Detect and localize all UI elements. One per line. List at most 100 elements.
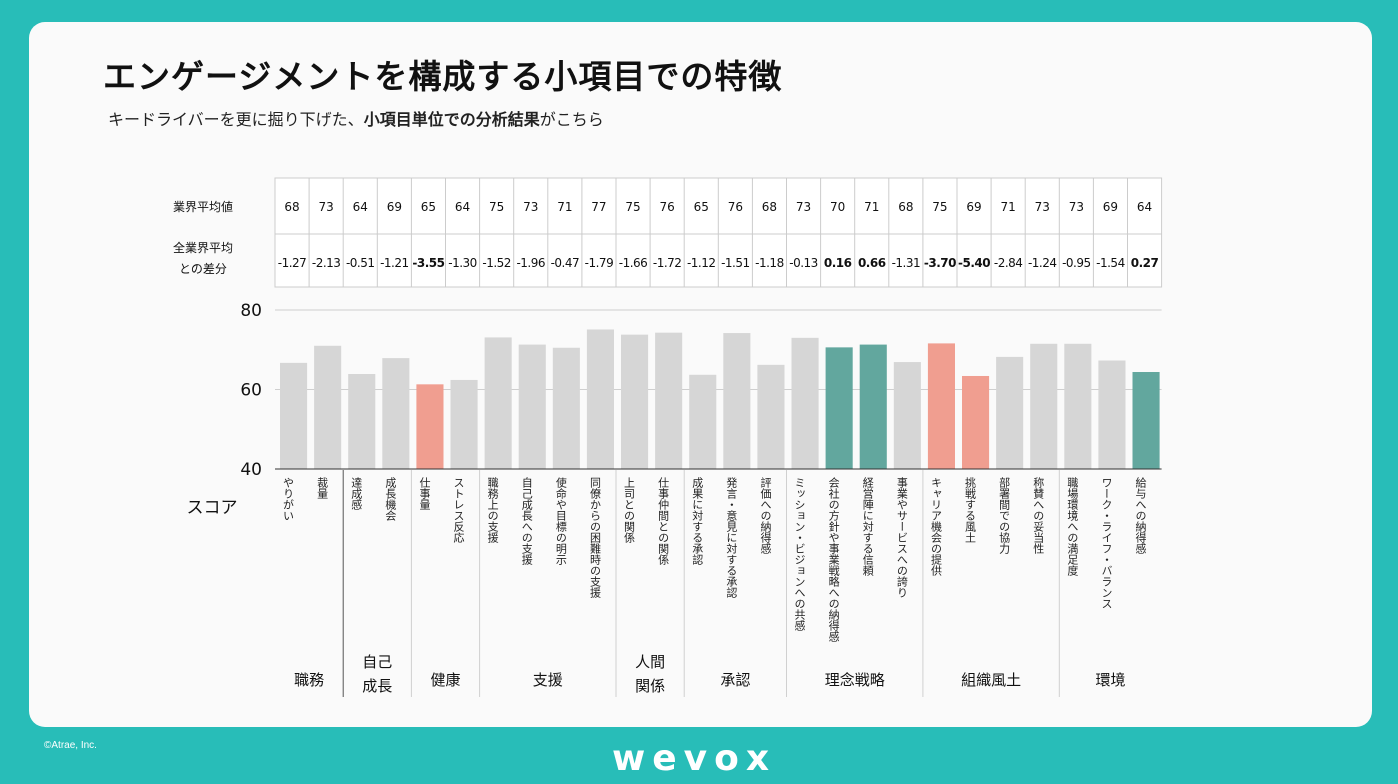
bar xyxy=(314,345,342,469)
industry-avg-value: 64 xyxy=(353,200,368,214)
industry-avg-value: 75 xyxy=(932,200,947,214)
industry-avg-value: 73 xyxy=(319,200,334,214)
diff-value: -1.30 xyxy=(448,256,477,270)
category-label: 自己成長への支援 xyxy=(520,477,533,566)
y-tick-label: 40 xyxy=(240,460,262,480)
diff-value: -1.72 xyxy=(653,256,682,270)
category-label: 発言・意見に対する承認 xyxy=(725,476,738,598)
industry-avg-value: 65 xyxy=(421,200,436,214)
industry-avg-value: 73 xyxy=(1069,200,1084,214)
category-label: 経営陣に対する信頼 xyxy=(861,477,874,577)
category-label: 仕事量 xyxy=(418,477,431,510)
category-label: キャリア機会の提供 xyxy=(929,477,942,576)
group-label: 成長 xyxy=(362,677,392,695)
diff-value: -1.54 xyxy=(1096,256,1125,270)
category-label: ワーク・ライフ・バランス xyxy=(1100,477,1113,609)
bar xyxy=(1030,343,1058,469)
group-label: 支援 xyxy=(533,671,563,689)
diff-value: -1.12 xyxy=(687,256,716,270)
diff-row-label-1: 全業界平均 xyxy=(173,240,233,255)
category-label: 給与への納得感 xyxy=(1134,476,1147,554)
industry-avg-value: 77 xyxy=(591,200,606,214)
category-label: ストレス反応 xyxy=(452,477,465,543)
industry-avg-value: 69 xyxy=(966,200,981,214)
industry-avg-value: 69 xyxy=(1103,200,1118,214)
diff-value: -1.96 xyxy=(516,256,545,270)
bar xyxy=(825,347,853,469)
bar xyxy=(791,337,819,469)
bar xyxy=(962,375,990,469)
industry-avg-value: 70 xyxy=(830,200,845,214)
bar xyxy=(621,334,649,469)
group-label: 承認 xyxy=(720,671,750,689)
group-label: 環境 xyxy=(1095,671,1125,689)
industry-avg-value: 64 xyxy=(455,200,470,214)
wevox-logo: wevox xyxy=(612,738,777,779)
bar xyxy=(450,379,478,469)
bar xyxy=(1098,360,1126,469)
bar xyxy=(927,343,955,469)
category-label: 使命や目標の明示 xyxy=(554,477,567,565)
diff-value: -0.47 xyxy=(551,256,580,270)
industry-avg-value: 71 xyxy=(864,200,879,214)
category-label: 成果に対する承認 xyxy=(691,477,704,565)
industry-avg-value: 71 xyxy=(557,200,572,214)
y-tick-label: 80 xyxy=(240,301,262,321)
diff-value: -1.79 xyxy=(585,256,614,270)
bar xyxy=(655,332,683,469)
diff-value: 0.16 xyxy=(824,256,852,270)
industry-avg-value: 69 xyxy=(387,200,402,214)
diff-value: -1.27 xyxy=(278,256,307,270)
bar xyxy=(348,373,376,469)
subtitle-bold: 小項目単位での分析結果 xyxy=(363,110,540,129)
diff-value: 0.27 xyxy=(1131,256,1159,270)
industry-avg-value: 68 xyxy=(762,200,777,214)
bar xyxy=(757,364,785,469)
category-label: 評価への納得感 xyxy=(759,476,772,554)
bar xyxy=(484,337,512,469)
category-label: 称賛への妥当性 xyxy=(1032,476,1045,555)
category-label: 職務上の支援 xyxy=(486,477,499,544)
diff-value: -2.84 xyxy=(994,256,1023,270)
category-label: 上司との関係 xyxy=(623,477,636,544)
bar xyxy=(416,384,444,469)
industry-avg-row-label: 業界平均値 xyxy=(173,199,233,214)
group-label: 理念戦略 xyxy=(825,671,885,689)
bar xyxy=(518,344,546,469)
diff-value: -1.66 xyxy=(619,256,648,270)
subtitle-pre: キードライバーを更に掘り下げた、 xyxy=(108,110,364,129)
diff-value: -1.24 xyxy=(1028,256,1057,270)
industry-avg-value: 68 xyxy=(898,200,913,214)
diff-value: -1.52 xyxy=(482,256,511,270)
bar xyxy=(859,344,887,469)
industry-avg-value: 76 xyxy=(660,200,675,214)
bar xyxy=(552,347,580,469)
page-subtitle: キードライバーを更に掘り下げた、小項目単位での分析結果がこちら xyxy=(108,106,604,130)
y-tick-label: 60 xyxy=(240,381,262,401)
industry-avg-value: 73 xyxy=(796,200,811,214)
industry-avg-value: 64 xyxy=(1137,200,1152,214)
copyright: ©Atrae, Inc. xyxy=(44,740,97,751)
group-label: 自己 xyxy=(362,653,392,671)
diff-value: -0.51 xyxy=(346,256,375,270)
group-label: 関係 xyxy=(635,677,665,695)
bar xyxy=(382,358,410,469)
diff-value: -3.70 xyxy=(924,256,956,270)
diff-value: -5.40 xyxy=(958,256,990,270)
group-label: 健康 xyxy=(430,671,460,689)
bar xyxy=(1132,372,1160,469)
category-label: 挑戦する風土 xyxy=(964,476,977,543)
industry-avg-value: 73 xyxy=(523,200,538,214)
diff-value: -2.13 xyxy=(312,256,341,270)
category-label: 会社の方針や事業戦略への納得感 xyxy=(827,477,840,642)
category-label: やりがい xyxy=(282,477,295,521)
group-label: 組織風土 xyxy=(961,671,1021,689)
bar xyxy=(893,362,921,469)
diff-value: -1.31 xyxy=(892,256,921,270)
bar xyxy=(1064,343,1092,469)
category-label: 達成感 xyxy=(350,477,363,510)
diff-value: -0.95 xyxy=(1062,256,1091,270)
group-label: 職務 xyxy=(294,671,324,689)
industry-avg-value: 76 xyxy=(728,200,743,214)
